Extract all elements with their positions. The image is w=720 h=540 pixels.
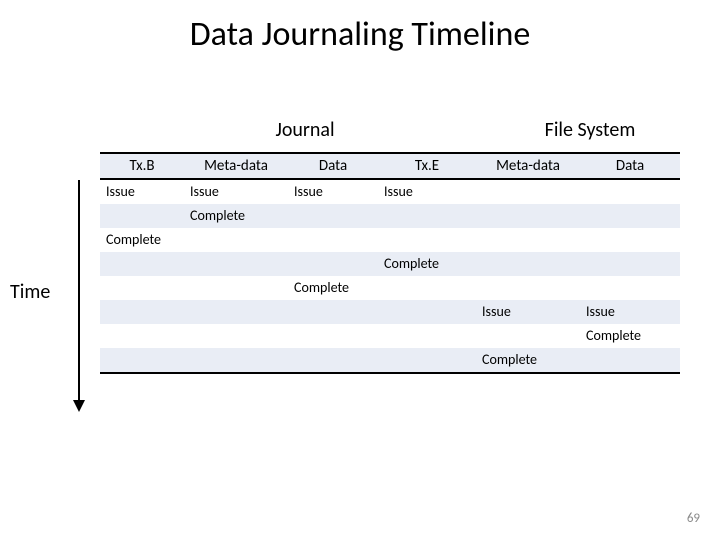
cell: Complete: [288, 276, 378, 300]
col-metadata1: Meta-data: [184, 154, 288, 178]
table-row: Complete: [100, 228, 680, 252]
cell: [288, 252, 378, 276]
cell: [476, 228, 580, 252]
cell: [100, 276, 184, 300]
cell: Complete: [378, 252, 476, 276]
cell: [288, 204, 378, 228]
cell: Issue: [378, 180, 476, 204]
table-row: Complete: [100, 324, 680, 348]
cell: [184, 276, 288, 300]
slide: { "title": "Data Journaling Timeline", "…: [0, 0, 720, 540]
cell: [100, 204, 184, 228]
cell: [580, 348, 680, 372]
cell: [378, 348, 476, 372]
cell: [580, 252, 680, 276]
cell: [476, 276, 580, 300]
cell: [100, 300, 184, 324]
cell: [184, 252, 288, 276]
cell: [378, 276, 476, 300]
table-row: Complete: [100, 204, 680, 228]
col-txb: Tx.B: [100, 154, 184, 178]
cell: Complete: [580, 324, 680, 348]
time-arrow-icon: [78, 180, 80, 410]
cell: Issue: [580, 300, 680, 324]
time-axis-label: Time: [10, 280, 50, 304]
cell: [184, 348, 288, 372]
cell: [378, 204, 476, 228]
col-metadata2: Meta-data: [476, 154, 580, 178]
cell: [288, 300, 378, 324]
cell: [378, 300, 476, 324]
cell: [580, 180, 680, 204]
page-number: 69: [687, 511, 700, 526]
cell: [100, 252, 184, 276]
table-header-row: Tx.B Meta-data Data Tx.E Meta-data Data: [100, 154, 680, 178]
table-row: Complete: [100, 348, 680, 374]
cell: [100, 324, 184, 348]
cell: Complete: [100, 228, 184, 252]
cell: [580, 228, 680, 252]
cell: [476, 180, 580, 204]
section-filesystem: File System: [500, 118, 680, 142]
page-title: Data Journaling Timeline: [0, 14, 720, 55]
cell: Issue: [100, 180, 184, 204]
table-row: Issue Issue: [100, 300, 680, 324]
table-row: Complete: [100, 276, 680, 300]
cell: Complete: [476, 348, 580, 372]
cell: [378, 324, 476, 348]
col-data1: Data: [288, 154, 378, 178]
cell: Issue: [476, 300, 580, 324]
cell: Issue: [184, 180, 288, 204]
cell: [580, 276, 680, 300]
cell: [184, 324, 288, 348]
timeline-table: Tx.B Meta-data Data Tx.E Meta-data Data …: [100, 152, 680, 374]
cell: [580, 204, 680, 228]
cell: [184, 300, 288, 324]
cell: [476, 204, 580, 228]
cell: [288, 348, 378, 372]
cell: [476, 252, 580, 276]
col-data2: Data: [580, 154, 680, 178]
cell: [288, 228, 378, 252]
table-row: Complete: [100, 252, 680, 276]
cell: [378, 228, 476, 252]
cell: [100, 348, 184, 372]
cell: [288, 324, 378, 348]
table-row: Issue Issue Issue Issue: [100, 178, 680, 204]
col-txe: Tx.E: [378, 154, 476, 178]
cell: Issue: [288, 180, 378, 204]
cell: Complete: [184, 204, 288, 228]
section-journal: Journal: [215, 118, 395, 142]
cell: [184, 228, 288, 252]
cell: [476, 324, 580, 348]
